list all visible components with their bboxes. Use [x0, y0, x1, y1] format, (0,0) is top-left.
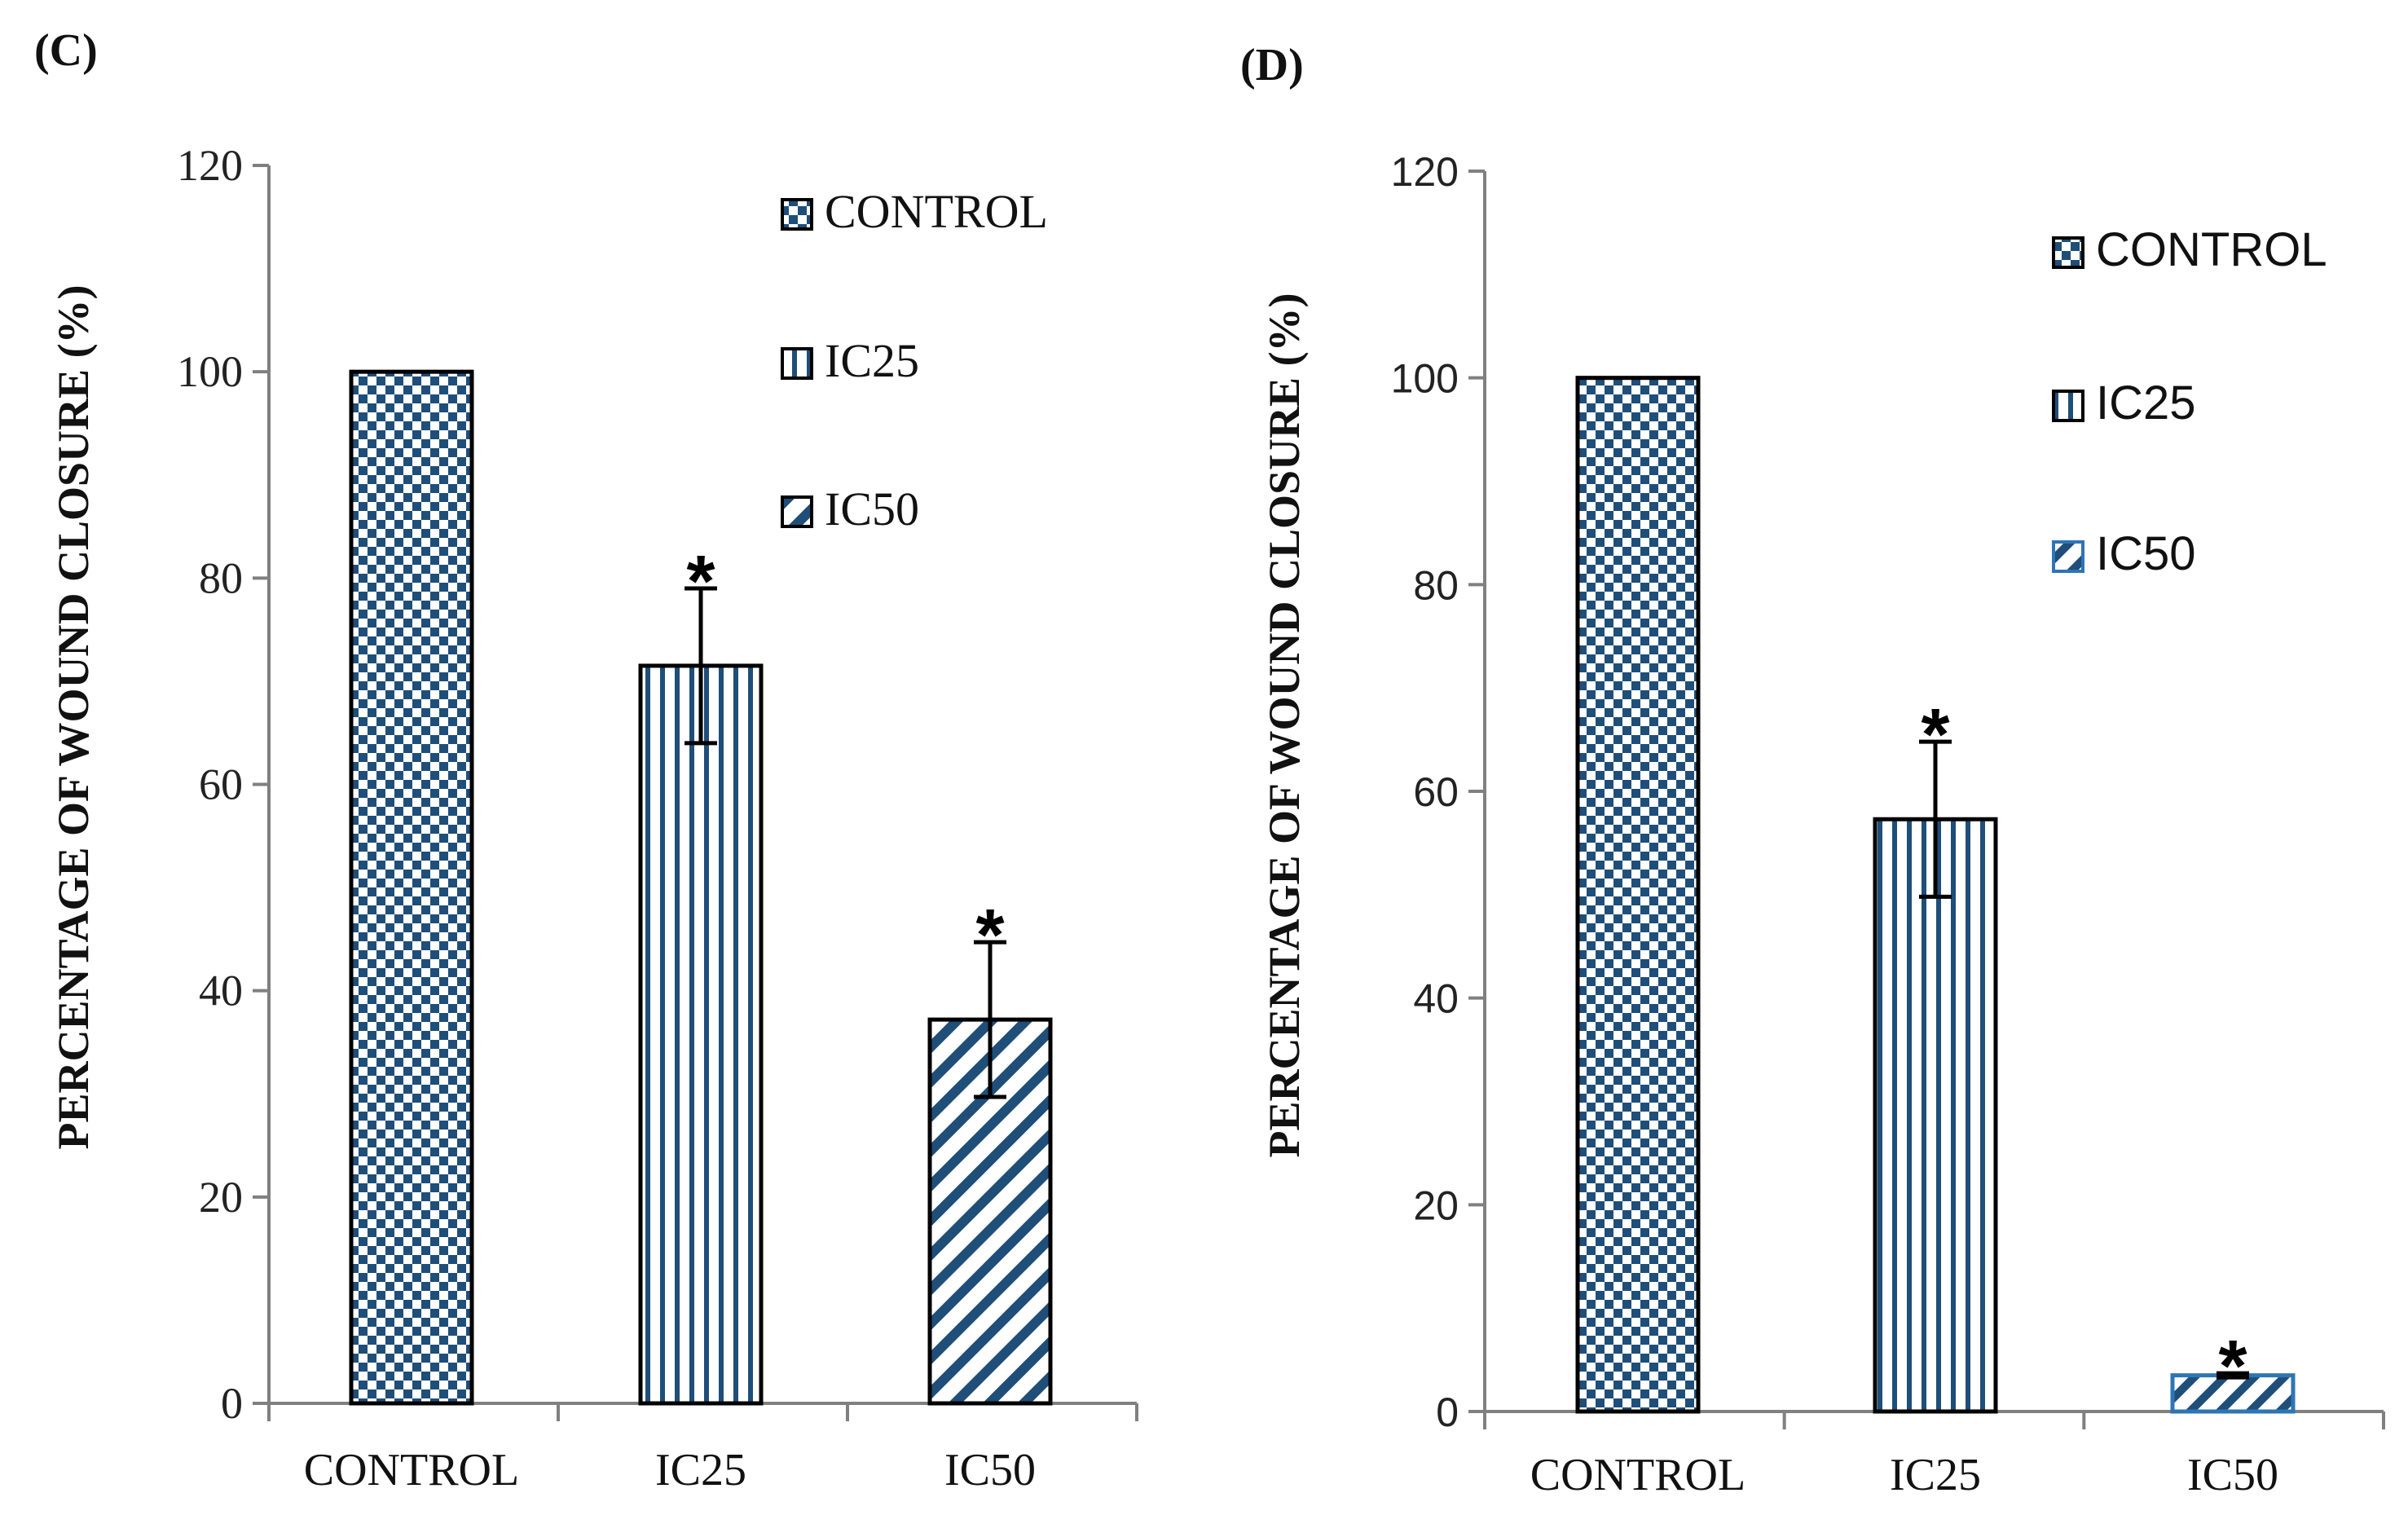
panel-d-bar-ic50: [2170, 1373, 2296, 1414]
panel-c-chart: (C) PERCENTAGE OF WOUND CLOSURE (%) 0 20 4…: [34, 25, 1138, 1495]
panel-c-legend-swatch-ic25: [781, 347, 813, 380]
panel-c-x-category-label: IC25: [655, 1445, 746, 1495]
panel-d-legend: CONTROL IC25 IC50: [2052, 223, 2327, 580]
panel-d-y-tick-label: 20: [1413, 1182, 1459, 1228]
panel-c-significance-star: *: [975, 895, 1004, 976]
panel-c-bar-control: [349, 369, 474, 1406]
panel-d-y-tick-label: 0: [1436, 1389, 1459, 1435]
panel-d-legend-label: IC25: [2096, 377, 2196, 429]
panel-d-legend-swatch-ic25: [2052, 390, 2084, 422]
panel-d-axes: 0 20 40 60 80 100 120 CONTROL IC25 IC50: [1391, 149, 2385, 1500]
panel-d-x-category-label: IC50: [2187, 1450, 2278, 1500]
panel-c-x-category-label: IC50: [944, 1445, 1036, 1495]
panel-d-significance-star: *: [2218, 1326, 2247, 1407]
panel-c-y-tick-label: 60: [199, 760, 243, 809]
panel-c-legend-swatch-control: [781, 198, 813, 231]
panel-d-y-tick-label: 40: [1413, 976, 1459, 1022]
panel-d-significance-star: *: [1921, 694, 1949, 776]
panel-c-label: (C): [34, 25, 98, 76]
panel-c-x-category-label: CONTROL: [304, 1445, 519, 1495]
panel-d-y-tick-label: 120: [1391, 149, 1459, 195]
panel-c-y-axis-title: PERCENTAGE OF WOUND CLOSURE (%): [49, 284, 98, 1149]
panel-d-legend-swatch-ic50: [2052, 540, 2084, 573]
panel-c-y-tick-label: 120: [177, 141, 243, 190]
panel-c-legend-swatch-ic50: [781, 495, 813, 528]
panel-c-y-tick-label: 80: [199, 553, 243, 602]
panel-d-y-tick-label: 80: [1413, 562, 1459, 608]
panel-c-legend: CONTROL IC25 IC50: [781, 185, 1048, 535]
panel-d-legend-swatch-control: [2052, 236, 2084, 269]
panel-d-bars: **: [1575, 376, 2296, 1414]
panel-d-legend-label: CONTROL: [2096, 223, 2327, 276]
panel-c-y-tick-label: 100: [177, 347, 243, 396]
panel-d-x-category-label: CONTROL: [1530, 1450, 1745, 1500]
panel-c-y-tick-label: 20: [199, 1173, 243, 1222]
panel-d-bar-control: [1575, 376, 1701, 1414]
panel-c-legend-label: CONTROL: [825, 185, 1048, 238]
panel-d-legend-label: IC50: [2096, 527, 2196, 580]
panel-d-y-tick-label: 60: [1413, 769, 1459, 815]
panel-d-y-axis-title: PERCENTAGE OF WOUND CLOSURE (%): [1260, 293, 1309, 1157]
panel-c-axes: 0 20 40 60 80 100 120 CONTROL IC25 IC50: [177, 141, 1138, 1495]
panel-d-y-tick-label: 100: [1391, 356, 1459, 402]
panel-c-bar-ic25: [638, 663, 764, 1406]
panel-c-legend-label: IC25: [825, 334, 919, 387]
panel-c-legend-label: IC50: [825, 482, 919, 535]
panel-c-bars: **: [349, 369, 1053, 1406]
panel-d-chart: (D) PERCENTAGE OF WOUND CLOSURE (%) 0 20 4…: [1240, 40, 2385, 1500]
panel-c-y-tick-label: 40: [199, 967, 243, 1015]
panel-d-label: (D): [1240, 40, 1304, 90]
panel-d-bar-ic25: [1873, 817, 1998, 1414]
panel-c-significance-star: *: [686, 541, 715, 623]
panel-c-y-tick-label: 0: [221, 1379, 243, 1428]
panel-d-x-category-label: IC25: [1890, 1450, 1981, 1500]
